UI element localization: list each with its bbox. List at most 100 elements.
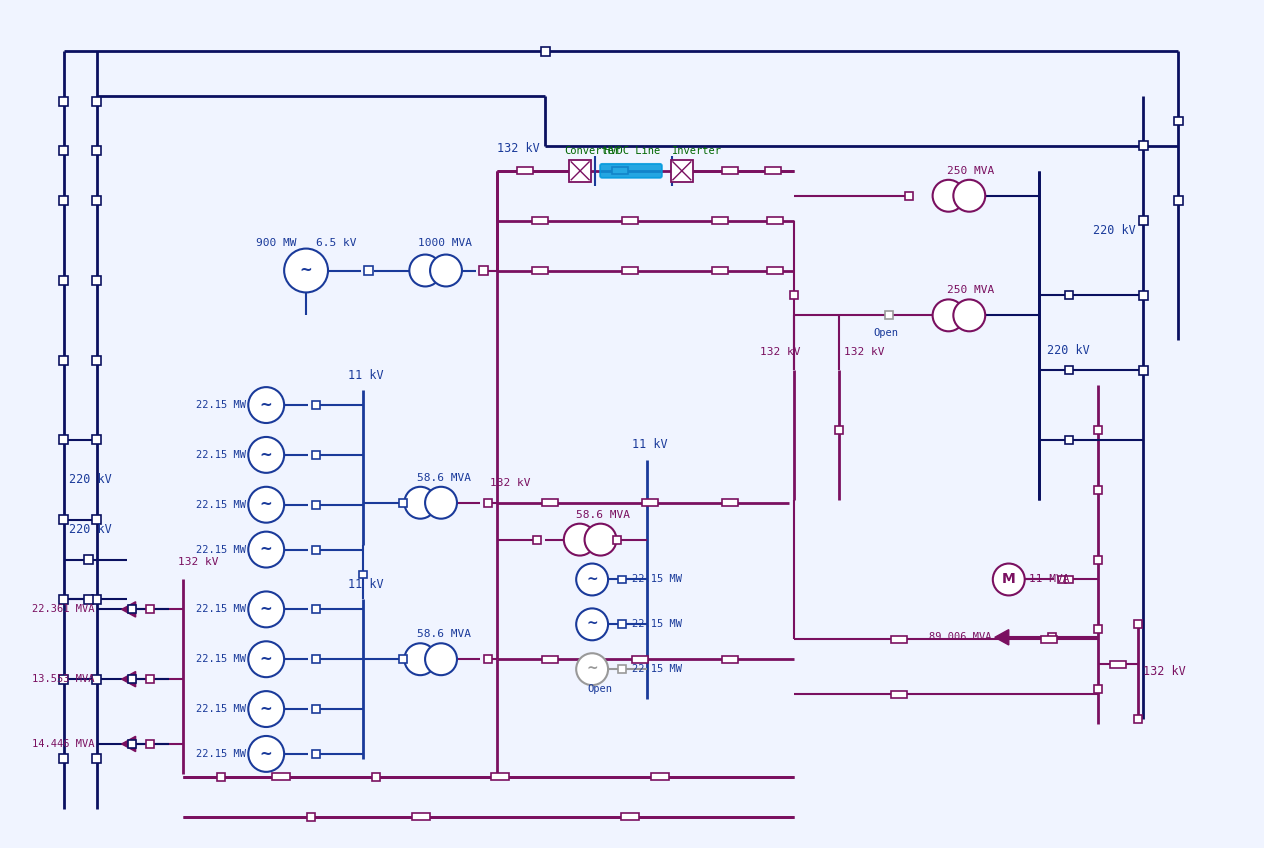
Bar: [651, 773, 669, 780]
Bar: [569, 160, 592, 181]
Circle shape: [576, 564, 608, 595]
Bar: [622, 267, 638, 274]
Bar: [722, 499, 738, 506]
Bar: [479, 266, 488, 275]
Bar: [85, 595, 94, 604]
Circle shape: [410, 254, 441, 287]
Bar: [1095, 486, 1102, 494]
Bar: [532, 217, 549, 224]
Bar: [59, 755, 68, 763]
Text: 58.6 MVA: 58.6 MVA: [576, 510, 631, 520]
Bar: [766, 267, 782, 274]
Text: 22.15 MW: 22.15 MW: [632, 574, 683, 584]
Bar: [484, 499, 493, 507]
Bar: [1174, 116, 1183, 126]
Text: ~: ~: [586, 572, 598, 587]
Bar: [622, 217, 638, 224]
Bar: [722, 656, 738, 663]
Text: Open: Open: [588, 684, 612, 695]
Bar: [59, 436, 68, 444]
Bar: [92, 147, 101, 155]
Circle shape: [953, 180, 985, 212]
Bar: [59, 276, 68, 285]
Text: ~: ~: [260, 448, 273, 462]
Circle shape: [284, 248, 327, 293]
Text: 6.5 kV: 6.5 kV: [316, 237, 356, 248]
Bar: [541, 47, 550, 56]
Text: HVDC Line: HVDC Line: [604, 146, 660, 156]
Bar: [766, 217, 782, 224]
Bar: [312, 401, 320, 409]
Bar: [517, 167, 533, 175]
Text: 220 kV: 220 kV: [1093, 224, 1136, 237]
Bar: [712, 267, 728, 274]
Bar: [59, 595, 68, 604]
Bar: [1095, 555, 1102, 564]
Text: 220 kV: 220 kV: [68, 523, 111, 536]
Bar: [1111, 661, 1126, 667]
Bar: [59, 516, 68, 524]
Text: ~: ~: [260, 542, 273, 557]
Polygon shape: [121, 602, 135, 617]
Bar: [621, 813, 640, 820]
Text: 22.15 MW: 22.15 MW: [196, 704, 246, 714]
Text: 132 kV: 132 kV: [760, 347, 800, 357]
Bar: [1139, 142, 1148, 150]
Bar: [542, 656, 559, 663]
Bar: [59, 196, 68, 205]
Bar: [92, 276, 101, 285]
Circle shape: [404, 644, 436, 675]
Bar: [642, 499, 659, 506]
Bar: [128, 675, 135, 683]
Text: 89.006 MVA: 89.006 MVA: [929, 633, 991, 642]
Bar: [1095, 685, 1102, 693]
Bar: [1174, 196, 1183, 205]
Circle shape: [953, 299, 985, 332]
Text: 900 MW: 900 MW: [257, 237, 297, 248]
Bar: [307, 812, 315, 821]
Bar: [836, 426, 843, 434]
Bar: [1064, 366, 1073, 374]
Text: ~: ~: [300, 263, 312, 278]
Circle shape: [404, 487, 436, 519]
Text: 58.6 MVA: 58.6 MVA: [417, 629, 470, 639]
Text: ~: ~: [586, 617, 598, 632]
Bar: [1139, 365, 1148, 375]
Text: 22.15 MW: 22.15 MW: [196, 400, 246, 410]
Bar: [1134, 715, 1143, 723]
Circle shape: [425, 487, 458, 519]
Text: ~: ~: [260, 652, 273, 667]
Text: 22.15 MW: 22.15 MW: [632, 664, 683, 674]
Bar: [145, 740, 153, 748]
Bar: [359, 571, 367, 578]
Bar: [885, 311, 894, 320]
Circle shape: [248, 487, 284, 522]
Polygon shape: [121, 672, 135, 687]
Bar: [790, 292, 799, 299]
Text: ~: ~: [260, 746, 273, 762]
Text: ~: ~: [260, 602, 273, 616]
Bar: [272, 773, 291, 780]
Bar: [312, 656, 320, 663]
Text: 11 kV: 11 kV: [632, 438, 667, 451]
Circle shape: [248, 388, 284, 423]
Circle shape: [933, 180, 964, 212]
Bar: [92, 595, 101, 604]
Text: Open: Open: [873, 328, 899, 338]
Bar: [618, 665, 626, 673]
Bar: [312, 501, 320, 509]
Bar: [905, 192, 913, 200]
Text: 22.15 MW: 22.15 MW: [196, 544, 246, 555]
Text: ~: ~: [260, 398, 273, 413]
Text: Inverter: Inverter: [672, 146, 722, 156]
Circle shape: [584, 524, 617, 555]
Text: 132 kV: 132 kV: [1144, 665, 1186, 678]
Bar: [398, 499, 407, 507]
Text: 132 kV: 132 kV: [490, 477, 531, 488]
Bar: [618, 576, 626, 583]
Circle shape: [248, 532, 284, 567]
Text: 1000 MVA: 1000 MVA: [417, 237, 471, 248]
Bar: [412, 813, 430, 820]
Bar: [128, 740, 135, 748]
Bar: [765, 167, 780, 175]
